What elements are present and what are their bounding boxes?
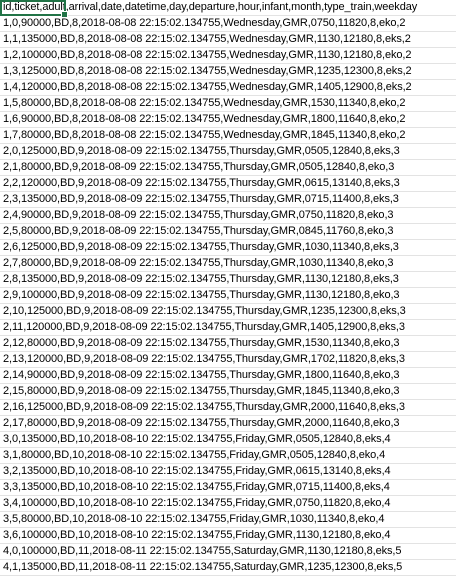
sheet-row: 3,4,100000,BD,10,2018-08-10 22:15:02.134…: [0, 496, 456, 512]
sheet-row: 1,0,90000,BD,8,2018-08-08 22:15:02.13475…: [0, 16, 456, 32]
cell[interactable]: id,ticket,adult,arrival,date,datetime,da…: [3, 1, 418, 13]
sheet-row: 2,17,80000,BD,9,2018-08-09 22:15:02.1347…: [0, 416, 456, 432]
sheet-row: 2,0,125000,BD,9,2018-08-09 22:15:02.1347…: [0, 144, 456, 160]
sheet-row: 1,6,90000,BD,8,2018-08-08 22:15:02.13475…: [0, 112, 456, 128]
fill-handle[interactable]: [61, 11, 68, 18]
cell[interactable]: 1,2,100000,BD,8,2018-08-08 22:15:02.1347…: [3, 49, 412, 61]
sheet-row: 2,1,80000,BD,9,2018-08-09 22:15:02.13475…: [0, 160, 456, 176]
cell[interactable]: 2,13,120000,BD,9,2018-08-09 22:15:02.134…: [3, 353, 405, 365]
sheet-row: 2,9,100000,BD,9,2018-08-09 22:15:02.1347…: [0, 288, 456, 304]
cell[interactable]: 2,17,80000,BD,9,2018-08-09 22:15:02.1347…: [3, 417, 400, 429]
cell[interactable]: 2,0,125000,BD,9,2018-08-09 22:15:02.1347…: [3, 145, 400, 157]
sheet-row: 2,8,135000,BD,9,2018-08-09 22:15:02.1347…: [0, 272, 456, 288]
cell[interactable]: 2,3,135000,BD,9,2018-08-09 22:15:02.1347…: [3, 193, 399, 205]
cell[interactable]: 3,6,100000,BD,10,2018-08-10 22:15:02.134…: [3, 529, 391, 541]
sheet-row: 2,3,135000,BD,9,2018-08-09 22:15:02.1347…: [0, 192, 456, 208]
cell[interactable]: 2,2,120000,BD,9,2018-08-09 22:15:02.1347…: [3, 177, 400, 189]
cell[interactable]: 1,4,120000,BD,8,2018-08-08 22:15:02.1347…: [3, 81, 412, 93]
cell[interactable]: 2,9,100000,BD,9,2018-08-09 22:15:02.1347…: [3, 289, 400, 301]
sheet-row: 1,5,80000,BD,8,2018-08-08 22:15:02.13475…: [0, 96, 456, 112]
sheet-row: 2,4,90000,BD,9,2018-08-09 22:15:02.13475…: [0, 208, 456, 224]
sheet-row: 2,15,80000,BD,9,2018-08-09 22:15:02.1347…: [0, 384, 456, 400]
cell[interactable]: 4,1,135000,BD,11,2018-08-11 22:15:02.134…: [3, 561, 403, 573]
cell[interactable]: 1,3,125000,BD,8,2018-08-08 22:15:02.1347…: [3, 65, 412, 77]
sheet-row: 3,3,135000,BD,10,2018-08-10 22:15:02.134…: [0, 480, 456, 496]
sheet-row: 1,1,135000,BD,8,2018-08-08 22:15:02.1347…: [0, 32, 456, 48]
cell[interactable]: 2,6,125000,BD,9,2018-08-09 22:15:02.1347…: [3, 241, 399, 253]
cell[interactable]: 2,15,80000,BD,9,2018-08-09 22:15:02.1347…: [3, 385, 400, 397]
cell[interactable]: 3,0,135000,BD,10,2018-08-10 22:15:02.134…: [3, 433, 391, 445]
cell[interactable]: 3,1,80000,BD,10,2018-08-10 22:15:02.1347…: [3, 449, 386, 461]
sheet-row: 3,0,135000,BD,10,2018-08-10 22:15:02.134…: [0, 432, 456, 448]
cell[interactable]: 1,5,80000,BD,8,2018-08-08 22:15:02.13475…: [3, 97, 406, 109]
sheet-row: 3,5,80000,BD,10,2018-08-10 22:15:02.1347…: [0, 512, 456, 528]
sheet-row: 2,16,125000,BD,9,2018-08-09 22:15:02.134…: [0, 400, 456, 416]
sheet-row: 1,4,120000,BD,8,2018-08-08 22:15:02.1347…: [0, 80, 456, 96]
cell[interactable]: 3,3,135000,BD,10,2018-08-10 22:15:02.134…: [3, 481, 390, 493]
cell[interactable]: 2,14,90000,BD,9,2018-08-09 22:15:02.1347…: [3, 369, 400, 381]
cell[interactable]: 1,0,90000,BD,8,2018-08-08 22:15:02.13475…: [3, 17, 406, 29]
sheet-row: 2,12,80000,BD,9,2018-08-09 22:15:02.1347…: [0, 336, 456, 352]
cell[interactable]: 2,11,120000,BD,9,2018-08-09 22:15:02.134…: [3, 321, 405, 333]
cell[interactable]: 3,2,135000,BD,10,2018-08-10 22:15:02.134…: [3, 465, 391, 477]
cell[interactable]: 2,12,80000,BD,9,2018-08-09 22:15:02.1347…: [3, 337, 400, 349]
sheet-row: 4,0,100000,BD,11,2018-08-11 22:15:02.134…: [0, 544, 456, 560]
sheet-row: 2,14,90000,BD,9,2018-08-09 22:15:02.1347…: [0, 368, 456, 384]
sheet-row: 3,1,80000,BD,10,2018-08-10 22:15:02.1347…: [0, 448, 456, 464]
sheet-row: 3,6,100000,BD,10,2018-08-10 22:15:02.134…: [0, 528, 456, 544]
sheet-row: 2,2,120000,BD,9,2018-08-09 22:15:02.1347…: [0, 176, 456, 192]
sheet-row: 2,6,125000,BD,9,2018-08-09 22:15:02.1347…: [0, 240, 456, 256]
cell[interactable]: 1,7,80000,BD,8,2018-08-08 22:15:02.13475…: [3, 129, 406, 141]
sheet-row: 2,11,120000,BD,9,2018-08-09 22:15:02.134…: [0, 320, 456, 336]
cell[interactable]: 3,4,100000,BD,10,2018-08-10 22:15:02.134…: [3, 497, 391, 509]
sheet-row: 1,2,100000,BD,8,2018-08-08 22:15:02.1347…: [0, 48, 456, 64]
cell[interactable]: 2,7,80000,BD,9,2018-08-09 22:15:02.13475…: [3, 257, 394, 269]
sheet-row: 2,13,120000,BD,9,2018-08-09 22:15:02.134…: [0, 352, 456, 368]
cell[interactable]: 4,0,100000,BD,11,2018-08-11 22:15:02.134…: [3, 545, 402, 557]
cell[interactable]: 2,1,80000,BD,9,2018-08-09 22:15:02.13475…: [3, 161, 395, 173]
sheet-row: 3,2,135000,BD,10,2018-08-10 22:15:02.134…: [0, 464, 456, 480]
sheet-row: 4,1,135000,BD,11,2018-08-11 22:15:02.134…: [0, 560, 456, 576]
cell[interactable]: 2,8,135000,BD,9,2018-08-09 22:15:02.1347…: [3, 273, 399, 285]
sheet-row: 2,10,125000,BD,9,2018-08-09 22:15:02.134…: [0, 304, 456, 320]
sheet-row: 2,5,80000,BD,9,2018-08-09 22:15:02.13475…: [0, 224, 456, 240]
cell[interactable]: 2,10,125000,BD,9,2018-08-09 22:15:02.134…: [3, 305, 406, 317]
sheet-row: 1,3,125000,BD,8,2018-08-08 22:15:02.1347…: [0, 64, 456, 80]
sheet-row: 1,7,80000,BD,8,2018-08-08 22:15:02.13475…: [0, 128, 456, 144]
cell[interactable]: 2,16,125000,BD,9,2018-08-09 22:15:02.134…: [3, 401, 405, 413]
cell[interactable]: 1,1,135000,BD,8,2018-08-08 22:15:02.1347…: [3, 33, 411, 45]
cell[interactable]: 1,6,90000,BD,8,2018-08-08 22:15:02.13475…: [3, 113, 406, 125]
sheet-row: 2,7,80000,BD,9,2018-08-09 22:15:02.13475…: [0, 256, 456, 272]
cell[interactable]: 2,5,80000,BD,9,2018-08-09 22:15:02.13475…: [3, 225, 394, 237]
cell[interactable]: 3,5,80000,BD,10,2018-08-10 22:15:02.1347…: [3, 513, 385, 525]
sheet-row: id,ticket,adult,arrival,date,datetime,da…: [0, 0, 456, 16]
cell[interactable]: 2,4,90000,BD,9,2018-08-09 22:15:02.13475…: [3, 209, 394, 221]
